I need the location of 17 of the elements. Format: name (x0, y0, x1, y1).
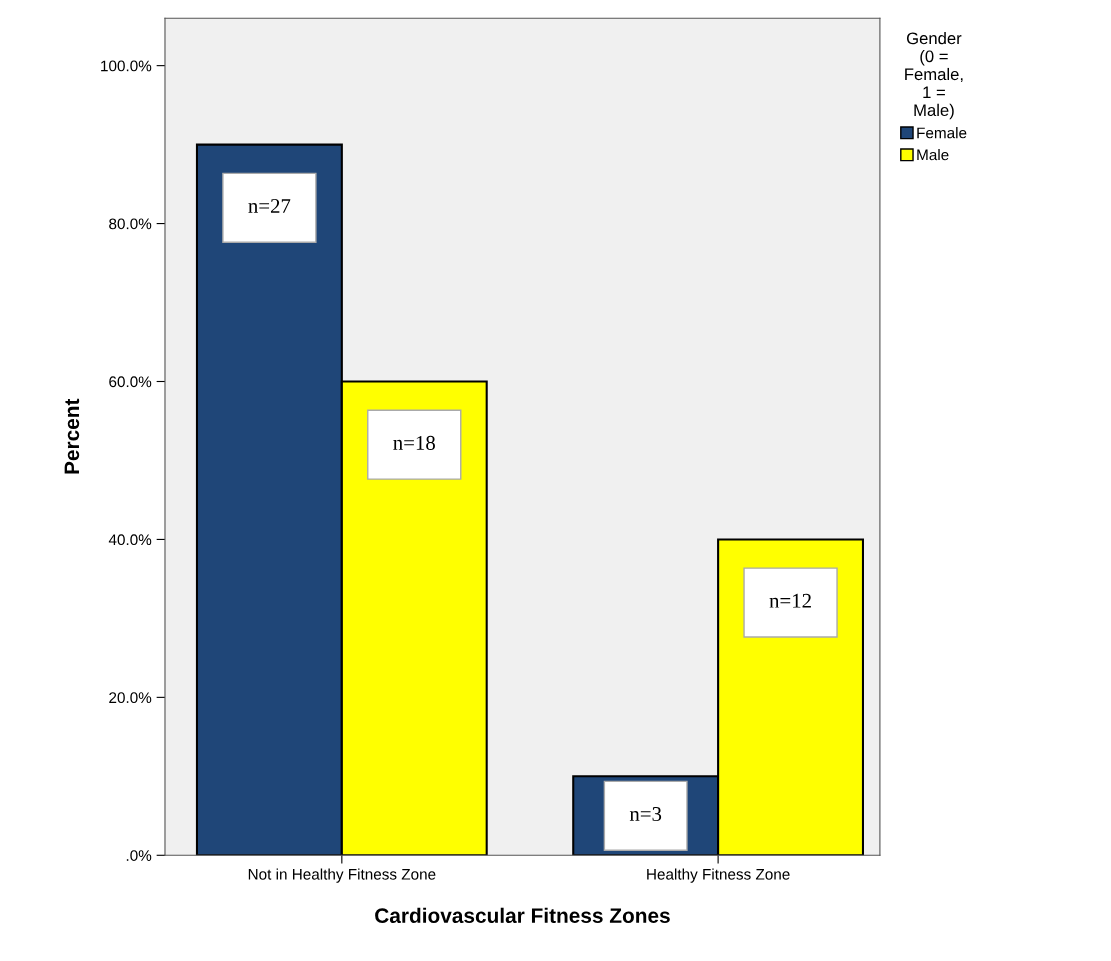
y-tick-label: 80.0% (109, 218, 152, 230)
legend-label: Female (917, 127, 967, 139)
annotation: n=12 (769, 593, 811, 608)
annotation: n=27 (248, 198, 291, 213)
y-tick-label: 100.0% (101, 60, 152, 72)
x-tick-label: Not in Healthy Fitness Zone (248, 868, 436, 883)
annotation: n=18 (393, 435, 435, 450)
y-tick-label: 60.0% (109, 376, 152, 388)
legend-title: Gender (0 = Female, 1 = Male) (905, 32, 963, 120)
y-tick-label: 20.0% (109, 692, 152, 704)
x-axis-title: Cardiovascular Fitness Zones (375, 907, 670, 924)
legend-label: Male (917, 149, 949, 161)
annotation: n=3 (629, 807, 662, 822)
y-tick-label: .0% (126, 850, 152, 861)
y-tick-label: 40.0% (108, 534, 152, 546)
x-tick-label: Healthy Fitness Zone (647, 868, 790, 883)
y-axis-title: Percent (64, 398, 80, 474)
